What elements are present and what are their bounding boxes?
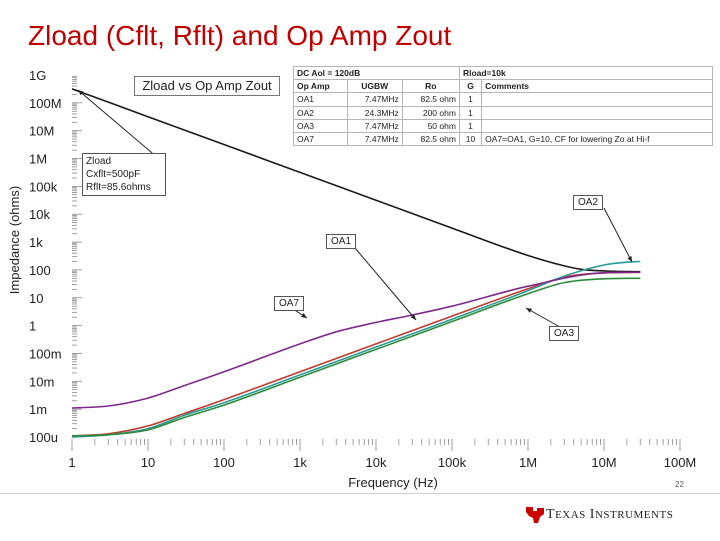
arrow-oa2-head — [627, 256, 632, 262]
callout-oa2: OA2 — [573, 195, 604, 210]
cell-opamp: OA3 — [293, 118, 348, 133]
x-tick-label: 100k — [438, 455, 467, 470]
arrow-oa1 — [354, 247, 417, 321]
x-tick-label: 1M — [519, 455, 537, 470]
ti-state-icon — [526, 507, 544, 523]
cell-comments — [481, 105, 713, 120]
x-tick-label: 100M — [664, 455, 697, 470]
cell-ugbw: 7.47MHz — [346, 92, 403, 107]
y-tick-label: 100k — [29, 179, 58, 194]
zload-label: Zload — [86, 156, 112, 167]
y-tick-label: 10m — [29, 374, 54, 389]
table-top-row: DC Aol = 120dB Rload=10k — [293, 65, 714, 81]
opamp-info-table: DC Aol = 120dB Rload=10k Op Amp UGBW Ro … — [293, 65, 714, 147]
slide-title: Zload (Cflt, Rflt) and Op Amp Zout — [28, 20, 452, 51]
cell-ugbw: 24.3MHz — [346, 105, 403, 120]
arrow-oa2 — [603, 207, 633, 263]
ti-brand-name: TEXAS INSTRUMENTS — [546, 507, 674, 522]
callout-oa7: OA7 — [274, 296, 305, 311]
table-row: OA1 7.47MHz 82.5 ohm 1 — [293, 92, 713, 107]
callout-arrows — [77, 89, 633, 328]
cell-g: 1 — [458, 92, 483, 107]
series-line-oa1 — [71, 271, 641, 437]
series-line-oa3 — [71, 277, 641, 437]
cell-opamp: OA2 — [293, 105, 348, 120]
col-ro: Ro — [401, 79, 460, 94]
series-lines — [71, 88, 641, 438]
y-tick-label: 10M — [29, 124, 54, 139]
cell-ro: 82.5 ohm — [401, 92, 460, 107]
col-g: G — [458, 79, 483, 94]
table-header-row: Op Amp UGBW Ro G Comments — [293, 79, 713, 94]
footer-bar — [0, 493, 720, 541]
callout-oa1-text: OA1 — [331, 236, 352, 247]
col-opamp: Op Amp — [293, 79, 348, 94]
y-tick-label: 100M — [29, 96, 62, 111]
col-comments: Comments — [481, 79, 713, 94]
x-tick-label: 10 — [141, 455, 155, 470]
table-top-rload: Rload=10k — [458, 65, 714, 81]
cell-g: 10 — [458, 131, 483, 147]
callout-oa1: OA1 — [326, 234, 357, 249]
y-tick-label: 1m — [29, 402, 47, 417]
y-tick-label: 1 — [29, 319, 36, 334]
legend-title-box: Zload vs Op Amp Zout — [134, 76, 280, 96]
x-tick-label: 100 — [213, 455, 235, 470]
series-line-oa2 — [71, 260, 641, 438]
x-tick-label: 1k — [293, 455, 307, 470]
x-tick-label: 10M — [591, 455, 616, 470]
callout-oa2-text: OA2 — [578, 197, 599, 208]
arrow-oa7-head — [301, 313, 307, 318]
cell-ro: 82.5 ohm — [401, 131, 460, 147]
x-tick-label: 1 — [68, 455, 75, 470]
cell-opamp: OA7 — [293, 131, 348, 147]
axis-ticks — [71, 75, 681, 451]
y-tick-label: 1G — [29, 68, 46, 83]
arrow-oa1-head — [410, 314, 416, 320]
zload-rflt: Rflt=85.6ohms — [86, 182, 151, 193]
y-tick-label: 100u — [29, 430, 58, 445]
y-tick-label: 1M — [29, 152, 47, 167]
zload-cflt: Cxflt=500pF — [86, 169, 141, 180]
cell-ro: 50 ohm — [401, 118, 460, 133]
y-tick-label: 1k — [29, 235, 43, 250]
y-tick-label: 100m — [29, 346, 62, 361]
cell-ro: 200 ohm — [401, 105, 460, 120]
y-tick-label: 10 — [29, 291, 43, 306]
callout-oa3: OA3 — [549, 326, 580, 341]
y-tick-label: 10k — [29, 207, 50, 222]
y-tick-label: 100 — [29, 263, 51, 278]
callout-oa7-text: OA7 — [279, 298, 300, 309]
col-ugbw: UGBW — [346, 79, 403, 94]
cell-comments: OA7=OA1, G=10, CF for lowering Zo at Hi-… — [481, 131, 713, 147]
cell-comments — [481, 118, 713, 133]
page-number: 22 — [675, 480, 684, 489]
series-line-oa7 — [71, 271, 641, 409]
legend-title: Zload vs Op Amp Zout — [142, 78, 272, 93]
y-axis-label: Impedance (ohms) — [7, 186, 22, 294]
cell-comments — [481, 92, 713, 107]
arrow-oa3-head — [526, 308, 532, 313]
cell-g: 1 — [458, 105, 483, 120]
table-row: OA2 24.3MHz 200 ohm 1 — [293, 105, 713, 120]
table-row: OA7 7.47MHz 82.5 ohm 10 OA7=OA1, G=10, C… — [293, 131, 713, 147]
cell-opamp: OA1 — [293, 92, 348, 107]
ti-logo: TEXAS INSTRUMENTS — [524, 505, 673, 525]
x-tick-label: 10k — [366, 455, 387, 470]
zload-annotation-box: Zload Cxflt=500pF Rflt=85.6ohms — [82, 153, 166, 196]
arrow-zload-head — [78, 90, 84, 96]
cell-ugbw: 7.47MHz — [346, 118, 403, 133]
arrow-zload — [77, 89, 159, 159]
cell-ugbw: 7.47MHz — [346, 131, 403, 147]
x-axis-label: Frequency (Hz) — [348, 475, 438, 490]
callout-oa3-text: OA3 — [554, 328, 575, 339]
tick-labels: 1 10 100 1k 10k 100k 1M 10M 100M100u1m10m100m110… — [29, 68, 696, 470]
arrow-oa3 — [525, 307, 561, 328]
table-top-aol: DC Aol = 120dB — [293, 65, 460, 81]
table-row: OA3 7.47MHz 50 ohm 1 — [293, 118, 713, 133]
cell-g: 1 — [458, 118, 483, 133]
